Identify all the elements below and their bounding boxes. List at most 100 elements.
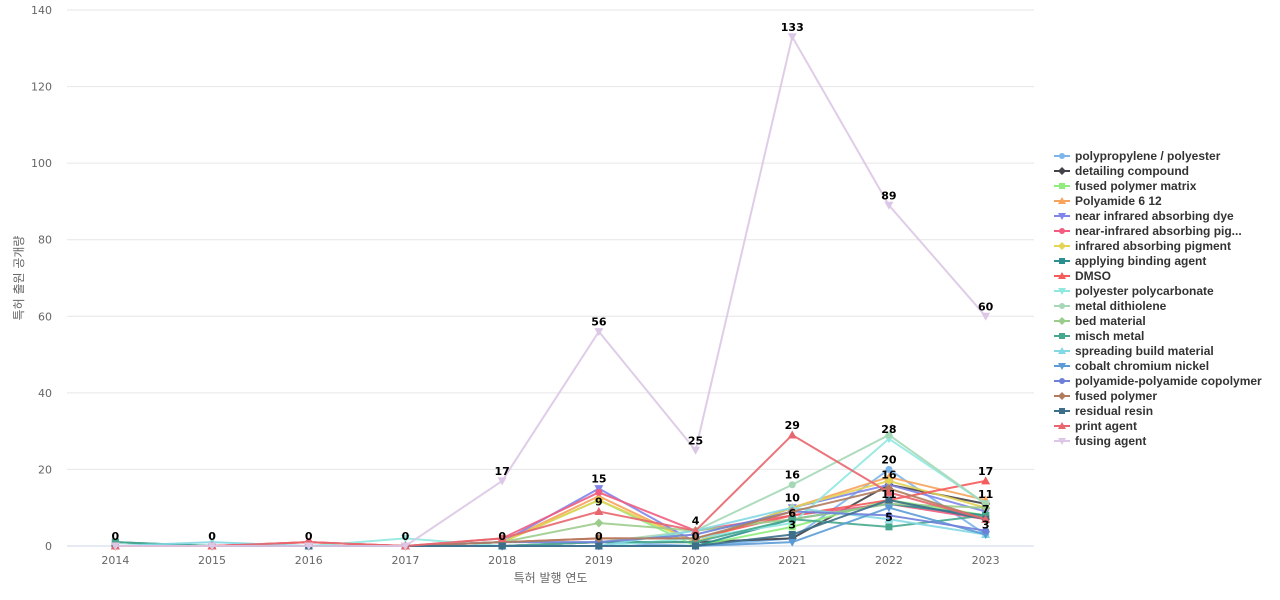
legend-symbol [1054, 362, 1070, 370]
legend-item[interactable]: polyamide-polyamide copolymer [1054, 373, 1262, 388]
x-tick-label: 2014 [101, 554, 129, 567]
data-label: 20 [881, 453, 897, 466]
data-point[interactable] [787, 430, 797, 439]
data-label: 10 [785, 492, 801, 505]
data-point[interactable] [885, 511, 893, 519]
legend-label: polypropylene / polyester [1075, 148, 1221, 163]
legend-item[interactable]: bed material [1054, 313, 1262, 328]
legend-symbol [1054, 271, 1070, 279]
data-point[interactable] [787, 33, 797, 42]
data-label: 56 [591, 316, 607, 329]
data-point[interactable] [594, 507, 604, 516]
legend-item[interactable]: residual resin [1054, 403, 1262, 418]
legend-item[interactable]: misch metal [1054, 328, 1262, 343]
y-axis-ticks: 0 20 40 60 80 100 120 140 [31, 4, 52, 553]
data-label: 0 [208, 530, 216, 543]
legend-item[interactable]: fusing agent [1054, 433, 1262, 448]
legend-symbol [1054, 166, 1070, 175]
data-point[interactable] [691, 533, 701, 543]
data-point[interactable] [691, 446, 701, 455]
data-point[interactable] [884, 504, 894, 513]
data-point[interactable] [885, 465, 893, 473]
legend-item[interactable]: fused polymer matrix [1054, 178, 1262, 193]
data-label: 0 [692, 530, 700, 543]
legend-item[interactable]: infrared absorbing pigment [1054, 238, 1262, 253]
data-labels: 0 0 0 0 017561590254013329161063892820161156… [112, 21, 994, 543]
data-point[interactable] [884, 487, 894, 496]
data-point[interactable] [207, 542, 217, 551]
data-point[interactable] [884, 201, 894, 210]
legend-item[interactable]: polypropylene / polyester [1054, 148, 1262, 163]
legend-symbol [1054, 391, 1070, 400]
data-point[interactable] [788, 531, 796, 539]
gridlines [67, 9, 1034, 547]
data-label: 133 [781, 21, 804, 34]
data-point[interactable] [400, 534, 410, 543]
x-tick-label: 2016 [295, 554, 323, 567]
data-point[interactable] [594, 495, 604, 505]
legend-item[interactable]: metal dithiolene [1054, 298, 1262, 313]
legend-label: DMSO [1075, 268, 1111, 283]
legend-label: fused polymer [1075, 388, 1158, 403]
legend-symbol [1054, 227, 1070, 234]
x-tick-label: 2019 [585, 554, 613, 567]
legend-item[interactable]: polyester polycarbonate [1054, 283, 1262, 298]
data-point[interactable] [594, 518, 604, 528]
legend-item[interactable]: DMSO [1054, 268, 1262, 283]
data-point[interactable] [594, 328, 604, 337]
data-point[interactable] [885, 431, 893, 439]
data-point[interactable] [885, 496, 893, 504]
data-point[interactable] [400, 542, 410, 551]
legend-item[interactable]: spreading build material [1054, 343, 1262, 358]
data-point[interactable] [981, 476, 991, 485]
data-point[interactable] [981, 312, 991, 321]
data-point[interactable] [885, 523, 893, 531]
legend-item[interactable]: Polyamide 6 12 [1054, 193, 1262, 208]
legend-label: bed material [1075, 313, 1146, 328]
data-point[interactable] [788, 515, 796, 523]
y-tick-label: 80 [38, 234, 52, 247]
legend-label: infrared absorbing pigment [1075, 238, 1232, 253]
data-point[interactable] [787, 507, 797, 517]
data-point[interactable] [497, 533, 507, 542]
legend-label: polyester polycarbonate [1075, 283, 1214, 298]
legend-label: Polyamide 6 12 [1075, 193, 1162, 208]
data-point[interactable] [304, 542, 314, 551]
data-point[interactable] [982, 527, 990, 535]
data-point[interactable] [788, 481, 796, 489]
legend-item[interactable]: detailing compound [1054, 163, 1262, 178]
legend-symbol [1054, 287, 1070, 295]
legend-symbol [1054, 152, 1070, 159]
legend-label: print agent [1075, 418, 1137, 433]
data-point[interactable] [595, 488, 603, 496]
legend-item[interactable]: print agent [1054, 418, 1262, 433]
series-lines [110, 33, 991, 551]
y-tick-label: 60 [38, 310, 52, 323]
data-point[interactable] [498, 542, 506, 550]
legend-item[interactable]: near-infrared absorbing pig... [1054, 223, 1262, 238]
legend-symbol [1054, 421, 1070, 429]
legend-item[interactable]: fused polymer [1054, 388, 1262, 403]
data-point[interactable] [981, 503, 991, 513]
data-point[interactable] [594, 533, 604, 543]
legend-item[interactable]: applying binding agent [1054, 253, 1262, 268]
data-label: 11 [978, 488, 993, 501]
data-point[interactable] [110, 542, 120, 551]
data-point[interactable] [691, 526, 701, 535]
data-point[interactable] [884, 476, 894, 486]
legend-item[interactable]: cobalt chromium nickel [1054, 358, 1262, 373]
data-point[interactable] [692, 542, 700, 550]
legend-item[interactable]: near infrared absorbing dye [1054, 208, 1262, 223]
series-fusing-agent [110, 33, 991, 551]
legend-symbol [1054, 437, 1070, 445]
data-point[interactable] [497, 477, 507, 486]
data-point[interactable] [787, 538, 797, 547]
data-label: 15 [591, 473, 606, 486]
legend-label: polyamide-polyamide copolymer [1075, 373, 1262, 388]
data-label: 11 [881, 488, 896, 501]
data-label: 3 [982, 519, 990, 532]
series-fused-polymer [110, 484, 991, 551]
data-point[interactable] [981, 514, 991, 523]
data-point[interactable] [595, 542, 603, 550]
